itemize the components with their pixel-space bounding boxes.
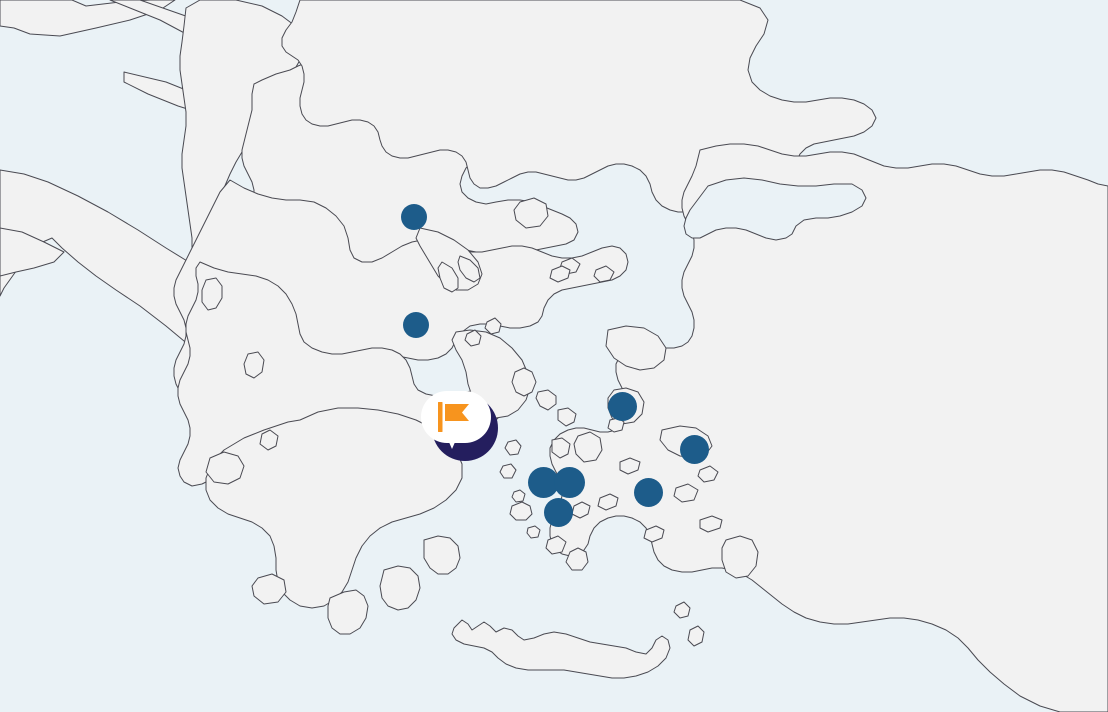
land-peloponnese-mani [379, 565, 421, 611]
island-karpathos [687, 625, 705, 647]
land-peloponnese-fingers [327, 589, 369, 635]
location-marker[interactable] [553, 466, 585, 498]
island-small-n [673, 483, 699, 503]
island-zakynthos [251, 573, 287, 605]
island-small-i [597, 493, 619, 511]
island-crete [451, 619, 671, 679]
island-small-a [464, 329, 482, 347]
island-lesbos [605, 325, 667, 371]
flag-banner [445, 404, 469, 421]
island-andros [511, 367, 537, 397]
island-lefkada [243, 351, 265, 379]
island-rhodes [721, 535, 759, 579]
island-small-b [484, 317, 502, 335]
island-small-f [526, 525, 541, 539]
island-santorini [565, 547, 589, 571]
sea-marmara [683, 177, 867, 241]
location-marker[interactable] [607, 391, 637, 421]
location-marker[interactable] [401, 204, 427, 230]
island-small-l [643, 525, 665, 543]
island-paros [551, 437, 571, 459]
island-tinos [535, 389, 557, 411]
island-thasos [513, 197, 549, 229]
land-chalkidiki-finger-b [457, 255, 481, 283]
location-marker[interactable] [633, 477, 663, 507]
island-small-c [504, 439, 522, 456]
location-marker[interactable] [403, 312, 429, 338]
location-marker[interactable] [543, 497, 573, 527]
island-small-m [673, 601, 691, 619]
island-milos [509, 501, 533, 521]
location-marker[interactable] [679, 434, 709, 464]
island-small-e [511, 489, 526, 503]
location-marker[interactable] [527, 466, 559, 498]
island-small-ion [259, 429, 279, 451]
island-small-q [593, 265, 615, 283]
flag-icon [438, 402, 469, 432]
land-sicily-region [0, 227, 65, 277]
island-kefalonia [205, 451, 245, 485]
island-naxos [573, 431, 603, 463]
island-small-j [619, 457, 641, 475]
land-peloponnese-cape [423, 535, 461, 575]
island-small-o [697, 465, 719, 483]
island-corfu [201, 277, 223, 311]
island-mykonos [557, 407, 577, 427]
island-small-g [545, 535, 567, 555]
flag-pole [438, 402, 443, 432]
island-small-d [499, 463, 517, 479]
island-limnos [549, 265, 571, 283]
land-chalkidiki-finger-a [437, 261, 459, 293]
island-kos [699, 515, 723, 533]
land-turkey [549, 143, 1108, 712]
